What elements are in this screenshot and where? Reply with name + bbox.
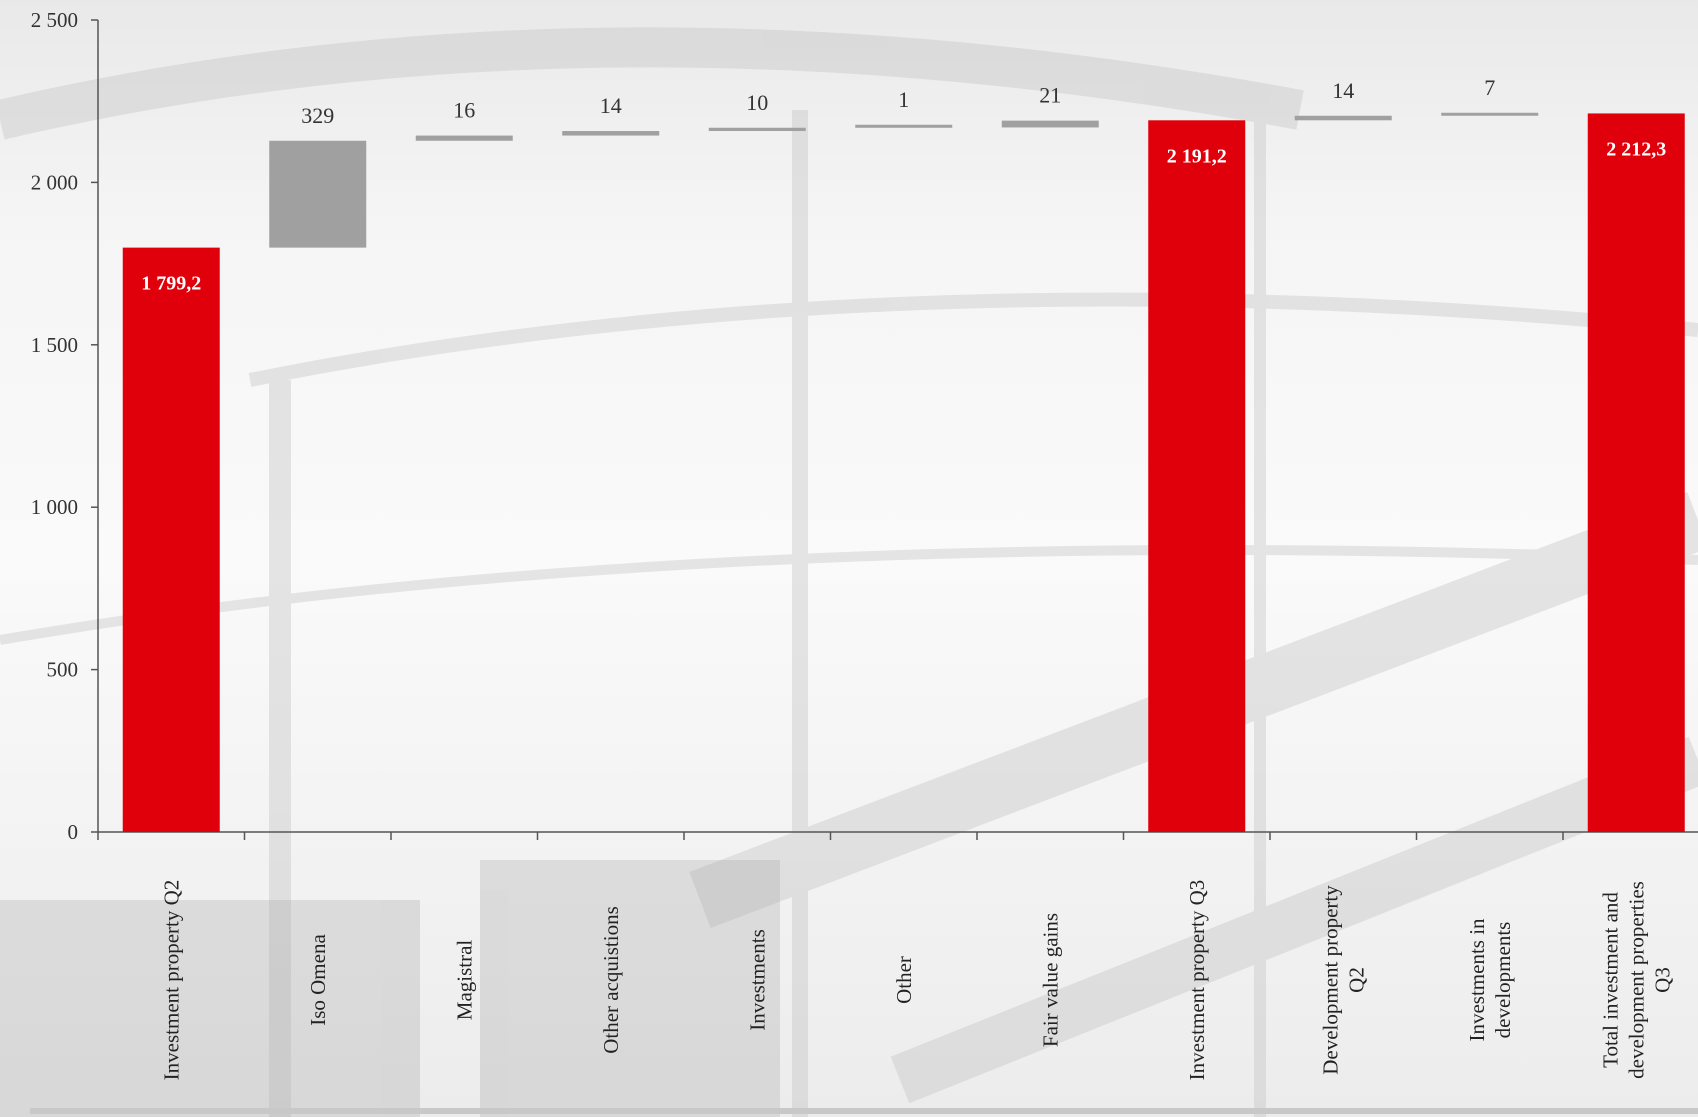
y-tick-label: 2 000 <box>31 170 78 194</box>
data-label: 1 799,2 <box>141 273 201 295</box>
data-label: 10 <box>746 90 768 115</box>
data-label: 2 191,2 <box>1167 145 1227 167</box>
bar-delta <box>708 127 806 132</box>
bar-delta <box>415 135 513 141</box>
x-tick-label-line: Investment property Q3 <box>1185 880 1209 1081</box>
x-tick-label-line: developments <box>1491 922 1515 1039</box>
y-tick-label: 1 000 <box>31 495 78 519</box>
x-tick-label: Investment property Q2 <box>159 880 183 1081</box>
y-tick-label: 1 500 <box>31 333 78 357</box>
x-tick-label: Other <box>892 956 916 1004</box>
x-tick-label: Fair value gains <box>1038 913 1062 1047</box>
x-tick-label-line: Other acquistions <box>599 906 623 1054</box>
x-tick-label: Other acquistions <box>599 906 623 1054</box>
x-tick-label-line: Investments <box>745 929 769 1030</box>
bar-total <box>1587 113 1685 833</box>
bar-delta <box>562 131 660 136</box>
data-label: 14 <box>600 93 622 118</box>
x-tick-label-line: Q3 <box>1650 967 1674 993</box>
x-tick-label-line: Investment property Q2 <box>159 880 183 1081</box>
x-tick-label-line: Iso Omena <box>306 934 330 1026</box>
bars <box>122 112 1685 833</box>
x-tick-label-line: development properties <box>1624 881 1648 1079</box>
x-tick-label: Development property Q2 <box>1318 885 1368 1075</box>
data-label: 7 <box>1484 75 1495 100</box>
data-label: 16 <box>453 98 475 123</box>
x-tick-label-line: Fair value gains <box>1038 913 1062 1047</box>
x-tick-label-line: Other <box>892 956 916 1004</box>
x-tick-label-line: Total investment and <box>1598 892 1622 1068</box>
y-tick-label: 2 500 <box>31 8 78 32</box>
bar-delta <box>1001 120 1099 128</box>
data-label: 329 <box>301 103 334 128</box>
bar-total <box>122 247 220 832</box>
bar-total <box>1148 120 1246 833</box>
data-label: 2 212,3 <box>1606 138 1666 160</box>
x-tick-label-line: Magistral <box>452 940 476 1021</box>
value-labels: 1 799,2 329 16 14 10 1 21 2 191,2 14 7 2 212,3 <box>141 75 1666 295</box>
y-tick-label: 500 <box>47 658 79 682</box>
x-tick-label: Iso Omena <box>306 934 330 1026</box>
data-label: 21 <box>1039 83 1061 108</box>
x-tick-label: Investments <box>745 929 769 1030</box>
bar-delta <box>855 124 953 128</box>
x-tick-label-line: Investments in <box>1465 918 1489 1042</box>
x-tick-label: Total investment and development properti… <box>1598 881 1674 1079</box>
y-tick-label: 0 <box>68 820 79 844</box>
x-tick-label-line: Q2 <box>1344 967 1368 993</box>
data-label: 1 <box>898 87 909 112</box>
x-tick-label: Investments in developments <box>1465 918 1515 1042</box>
bar-delta <box>269 140 367 248</box>
bar-delta <box>1441 112 1539 116</box>
axes: 0 500 1 000 1 500 2 000 2 500 <box>31 8 1698 844</box>
x-tick-label-line: Development property <box>1318 885 1342 1075</box>
data-label: 14 <box>1332 78 1354 103</box>
x-tick-label: Magistral <box>452 940 476 1021</box>
bar-delta <box>1294 115 1392 121</box>
category-labels: Investment property Q2 Iso Omena Magistral… <box>159 880 1674 1081</box>
x-tick-label: Investment property Q3 <box>1185 880 1209 1081</box>
